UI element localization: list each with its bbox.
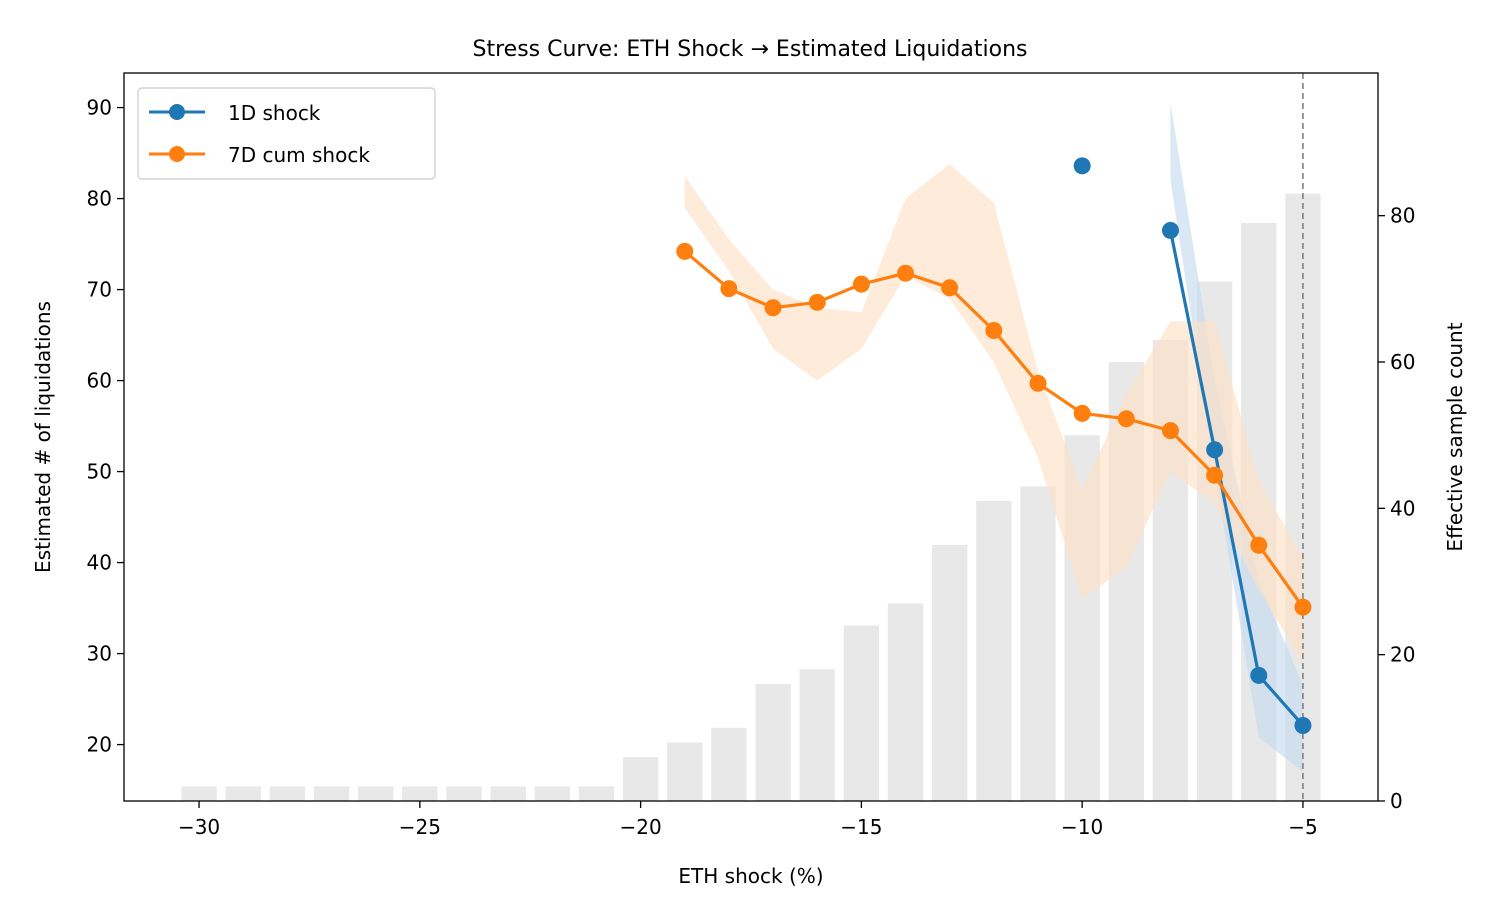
y-tick-label: 20 [87,733,112,757]
data-point-7d-cum-shock [1117,410,1135,428]
y-tick-label: 80 [87,187,112,211]
sample-count-bar [843,625,880,801]
data-point-7d-cum-shock [764,299,782,317]
data-point-1d-shock [1250,666,1268,684]
y-tick-label: 30 [87,642,112,666]
sample-count-bar [799,669,835,801]
data-point-7d-cum-shock [941,279,959,297]
sample-count-bar [578,786,615,801]
data-point-7d-cum-shock [1206,466,1224,484]
legend: 1D shock 7D cum shock [137,87,436,180]
sample-count-bar [755,683,791,801]
x-tick-label: −5 [1288,815,1317,839]
y-axis-label: Estimated # of liquidations [31,301,55,573]
data-point-7d-cum-shock [676,242,694,260]
legend-label-7d: 7D cum shock [228,143,370,167]
sample-count-bar [402,786,438,801]
data-point-7d-cum-shock [1073,404,1091,422]
data-point-1d-shock [1206,441,1224,459]
plot-frame [123,72,1379,802]
sample-count-bar [622,757,659,801]
x-axis-ticks: −30 −25 −20 −15 −10 −5 [178,801,1318,839]
series-line-1d-shock [1168,228,1305,728]
sample-count-bar [932,544,968,801]
x-tick-label: −20 [620,815,662,839]
y2-tick-label: 60 [1390,350,1415,374]
sample-count-bar [711,727,747,801]
y-tick-label: 40 [87,551,112,575]
data-point-7d-cum-shock [1250,536,1268,554]
data-point-1d-shock [1073,157,1091,175]
confidence-bands [684,103,1303,772]
data-point-7d-cum-shock [808,293,826,311]
sample-count-bar [887,603,924,801]
sample-count-bar [313,786,350,801]
y-tick-label: 70 [87,278,112,302]
data-point-7d-cum-shock [852,275,870,293]
data-point-7d-cum-shock [1294,598,1312,616]
data-point-7d-cum-shock [1161,422,1179,440]
sample-count-bar [976,501,1012,801]
y-tick-label: 90 [87,96,112,120]
sample-count-bar [446,786,482,801]
sample-count-bar [269,786,306,801]
chart-title: Stress Curve: ETH Shock → Estimated Liqu… [473,37,1028,62]
y2-tick-label: 80 [1390,204,1415,228]
y2-tick-label: 40 [1390,496,1415,520]
sample-count-bar [1020,486,1056,801]
y-axis-ticks: 20 30 40 50 60 70 80 90 [87,96,124,757]
data-point-7d-cum-shock [985,322,1003,340]
x-tick-label: −15 [840,815,882,839]
sample-count-bar [667,742,703,801]
data-point-1d-shock [1161,221,1179,239]
sample-count-bar [534,786,570,801]
sample-count-bar [358,786,394,801]
legend-label-1d: 1D shock [228,101,321,125]
y-tick-label: 50 [87,460,112,484]
sample-count-bar [225,786,261,801]
y2-tick-label: 0 [1390,789,1403,813]
sample-count-bar [181,786,217,801]
legend-box [137,87,436,180]
data-point-7d-cum-shock [720,280,738,298]
data-point-1d-shock [1294,716,1312,734]
x-axis-label: ETH shock (%) [678,864,823,888]
y2-tick-label: 20 [1390,643,1415,667]
series-markers [676,157,1312,734]
confidence-band-1d-shock [1170,103,1303,772]
y-tick-label: 60 [87,369,112,393]
legend-marker-7d [169,146,185,162]
x-tick-label: −25 [399,815,441,839]
x-tick-label: −30 [178,815,220,839]
data-point-7d-cum-shock [897,264,915,282]
sample-count-bar [490,786,526,801]
confidence-band-7d-cum-shock [684,164,1303,663]
y2-axis-label: Effective sample count [1443,322,1467,551]
legend-marker-1d [169,104,185,120]
data-point-7d-cum-shock [1029,374,1047,392]
y2-axis-ticks: 0 20 40 60 80 [1378,204,1415,813]
x-tick-label: −10 [1061,815,1103,839]
